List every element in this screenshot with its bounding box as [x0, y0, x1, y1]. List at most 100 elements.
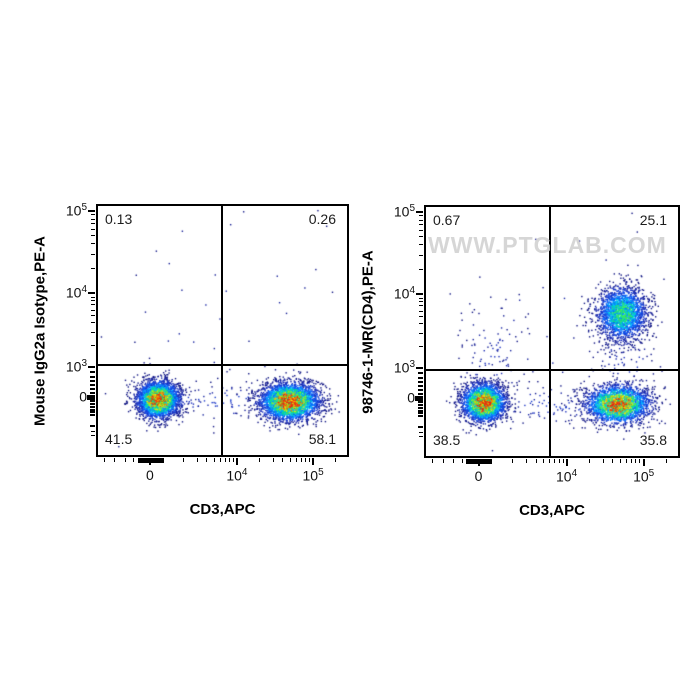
axis-tick-mark: [87, 394, 95, 400]
axis-tick-mark: [416, 366, 423, 369]
y-tick-label: 103: [393, 358, 415, 376]
axis-tick-mark: [232, 458, 234, 462]
axis-tick-mark: [419, 244, 423, 246]
y-tick-label: 105: [65, 201, 87, 219]
y-tick-label: 104: [65, 283, 87, 301]
axis-tick-mark: [143, 458, 146, 463]
axis-tick-mark: [282, 458, 284, 462]
axis-tick-mark: [415, 395, 423, 401]
axis-tick-mark: [418, 412, 423, 415]
axis-tick-mark: [91, 300, 95, 302]
axis-tick-mark: [554, 459, 556, 463]
axis-tick-mark: [150, 458, 153, 463]
axis-tick-mark: [418, 406, 423, 409]
axis-tick-mark: [289, 458, 291, 462]
axis-tick-mark: [295, 458, 297, 462]
axis-tick-mark: [147, 458, 150, 463]
axis-tick-mark: [90, 384, 95, 387]
axis-tick-mark: [419, 310, 423, 312]
axis-tick-mark: [452, 459, 454, 463]
axis-tick-mark: [484, 459, 487, 464]
y-tick-label: 105: [393, 202, 415, 220]
axis-tick-mark: [90, 414, 95, 417]
axis-tick-mark: [416, 293, 423, 296]
axis-tick-mark: [91, 235, 95, 237]
axis-tick-mark: [635, 459, 637, 463]
axis-tick-mark: [419, 219, 423, 221]
axis-tick-mark: [418, 376, 423, 379]
axis-tick-mark: [418, 400, 423, 403]
axis-tick-mark: [88, 365, 95, 368]
axis-tick-mark: [272, 458, 274, 462]
axis-tick-mark: [612, 459, 614, 463]
axis-tick-mark: [114, 458, 116, 462]
x-tick-label: 104: [556, 468, 578, 485]
axis-tick-mark: [308, 458, 310, 462]
axis-tick-mark: [104, 458, 106, 462]
axis-tick-mark: [418, 409, 423, 412]
axis-tick-mark: [183, 458, 185, 462]
axis-tick-mark: [145, 458, 148, 463]
x-tick-label: 0: [474, 468, 483, 484]
axis-tick-mark: [475, 459, 478, 464]
x-tick-label: 105: [302, 467, 324, 484]
axis-tick-mark: [419, 229, 423, 231]
y-axis-label: Mouse IgG2a Isotype,PE-A: [31, 235, 49, 426]
axis-tick-mark: [419, 332, 423, 334]
quadrant-gate-vertical-line: [221, 206, 223, 455]
flow-plot-cd4-antibody: WWW.PTGLAB.COM 0.67 25.1 38.5 35.8 0 104 1…: [360, 203, 680, 519]
axis-tick-mark: [90, 411, 95, 414]
y-axis-label: 98746-1-MR(CD4),PE-A: [359, 249, 377, 414]
quadrant-percent-top-right: 25.1: [639, 212, 667, 228]
quadrant-percent-bottom-left: 41.5: [105, 431, 133, 447]
axis-tick-mark: [486, 459, 489, 464]
axis-tick-mark: [642, 459, 645, 466]
axis-tick-mark: [468, 459, 471, 464]
axis-tick-mark: [602, 459, 604, 463]
axis-tick-mark: [90, 408, 95, 411]
y-tick-label: 0: [79, 388, 87, 405]
axis-tick-mark: [416, 210, 423, 213]
axis-tick-mark: [159, 458, 162, 463]
axis-tick-mark: [512, 459, 514, 463]
axis-tick-mark: [90, 379, 95, 382]
axis-tick-mark: [549, 459, 551, 463]
axis-tick-mark: [639, 459, 641, 463]
axis-tick-mark: [666, 459, 668, 463]
axis-tick-mark: [259, 458, 261, 462]
quadrant-percent-top-left: 0.13: [105, 211, 133, 227]
quadrant-gate-vertical-line: [548, 207, 551, 456]
axis-tick-mark: [91, 309, 95, 311]
axis-tick-mark: [419, 316, 423, 318]
axis-tick-mark: [419, 215, 423, 217]
axis-tick-mark: [418, 403, 423, 406]
axis-tick-mark: [137, 458, 140, 463]
axis-tick-mark: [157, 458, 160, 463]
axis-tick-mark: [419, 269, 423, 271]
y-tick-label: 104: [393, 284, 415, 302]
axis-tick-mark: [139, 458, 142, 463]
axis-tick-mark: [461, 459, 463, 463]
axis-tick-mark: [419, 436, 423, 438]
axis-tick-mark: [418, 385, 423, 388]
axis-tick-mark: [419, 301, 423, 303]
axis-tick-mark: [133, 458, 135, 462]
axis-tick-mark: [419, 432, 423, 434]
axis-tick-mark: [525, 459, 527, 463]
axis-tick-mark: [481, 459, 484, 464]
axis-tick-mark: [213, 458, 215, 462]
axis-tick-mark: [625, 459, 627, 463]
axis-tick-mark: [148, 458, 151, 465]
axis-tick-mark: [235, 458, 238, 465]
y-tick-label: 103: [65, 357, 87, 375]
axis-tick-mark: [419, 305, 423, 307]
plot-frame: 0.13 0.26 41.5 58.1: [96, 204, 349, 457]
axis-tick-mark: [88, 209, 95, 212]
axis-tick-mark: [91, 331, 95, 333]
flow-plot-isotype-control: 0.13 0.26 41.5 58.1 0 104 105 105 104 103 0 Mo…: [32, 202, 349, 518]
axis-tick-mark: [619, 459, 621, 463]
axis-tick-mark: [91, 214, 95, 216]
axis-tick-mark: [206, 458, 208, 462]
axis-tick-mark: [91, 228, 95, 230]
